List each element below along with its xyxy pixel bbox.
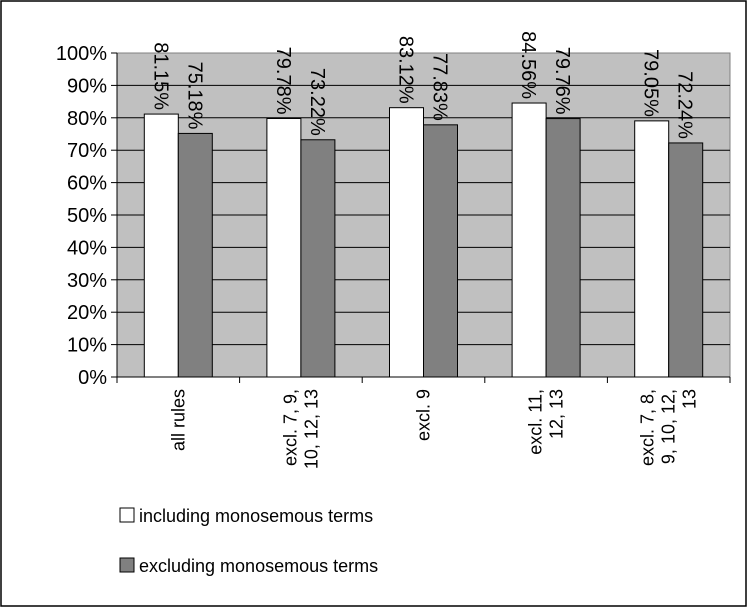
legend-swatch: [119, 557, 135, 573]
y-tick-label: 50%: [67, 205, 107, 227]
y-tick-label: 60%: [67, 173, 107, 195]
y-tick-label: 20%: [67, 302, 107, 324]
data-label: 77.83%: [429, 53, 451, 121]
x-tick-label: all rules: [168, 389, 188, 451]
y-tick-label: 70%: [67, 140, 107, 162]
y-tick-label: 0%: [78, 367, 107, 389]
data-label: 79.78%: [272, 47, 294, 115]
bar-excluding-1: [300, 139, 336, 378]
legend: including monosemous terms excluding mono…: [119, 506, 378, 576]
y-tick-label: 10%: [67, 335, 107, 357]
data-label: 83.12%: [395, 36, 417, 104]
y-tick-label: 30%: [67, 270, 107, 292]
x-tick-label: excl. 11,: [526, 389, 546, 455]
data-label: 81.15%: [149, 42, 171, 110]
bar-excluding-0: [177, 132, 213, 378]
data-label: 73.22%: [306, 68, 328, 136]
y-tick-label: 40%: [67, 237, 107, 259]
x-tick-label: 13: [680, 389, 700, 409]
data-label: 75.18%: [183, 62, 205, 130]
data-labels: 81.15% 75.18% 79.78% 73.22% 83.12% 77.83% 84.5…: [149, 31, 695, 139]
data-label: 72.24%: [674, 71, 696, 139]
data-label: 79.05%: [640, 49, 662, 117]
x-tick-label: excl. 7, 8,: [638, 389, 658, 466]
bar-including-2: [389, 107, 424, 378]
bar-including-0: [143, 113, 179, 378]
legend-label: excluding monosemous terms: [139, 556, 378, 576]
x-tick-label: 12, 13: [547, 389, 567, 439]
bar-excluding-4: [668, 142, 704, 378]
y-tick-label: 80%: [67, 108, 107, 130]
x-tick-label: excl. 7, 9,: [280, 389, 300, 466]
y-axis: 0% 10% 20% 30% 40% 50% 60% 70% 80% 90% 100%: [56, 43, 118, 389]
bar-including-3: [511, 102, 547, 378]
x-tick-label: 9, 10, 12,: [659, 389, 679, 464]
y-tick-label: 100%: [56, 43, 107, 65]
x-axis: all rules excl. 7, 9, 10, 12, 13 excl. 9 exc…: [116, 376, 731, 469]
bars: [143, 102, 704, 378]
bar-including-1: [266, 118, 302, 378]
x-tick-label: 10, 12, 13: [301, 389, 321, 469]
x-tick-label: excl. 9: [414, 389, 434, 441]
legend-label: including monosemous terms: [139, 506, 373, 526]
data-label: 84.56%: [517, 31, 539, 99]
y-tick-label: 90%: [67, 75, 107, 97]
bar-excluding-3: [545, 118, 581, 378]
bar-excluding-2: [423, 124, 458, 378]
data-label: 79.76%: [551, 47, 573, 115]
legend-swatch: [119, 507, 135, 523]
bar-including-4: [634, 120, 670, 378]
